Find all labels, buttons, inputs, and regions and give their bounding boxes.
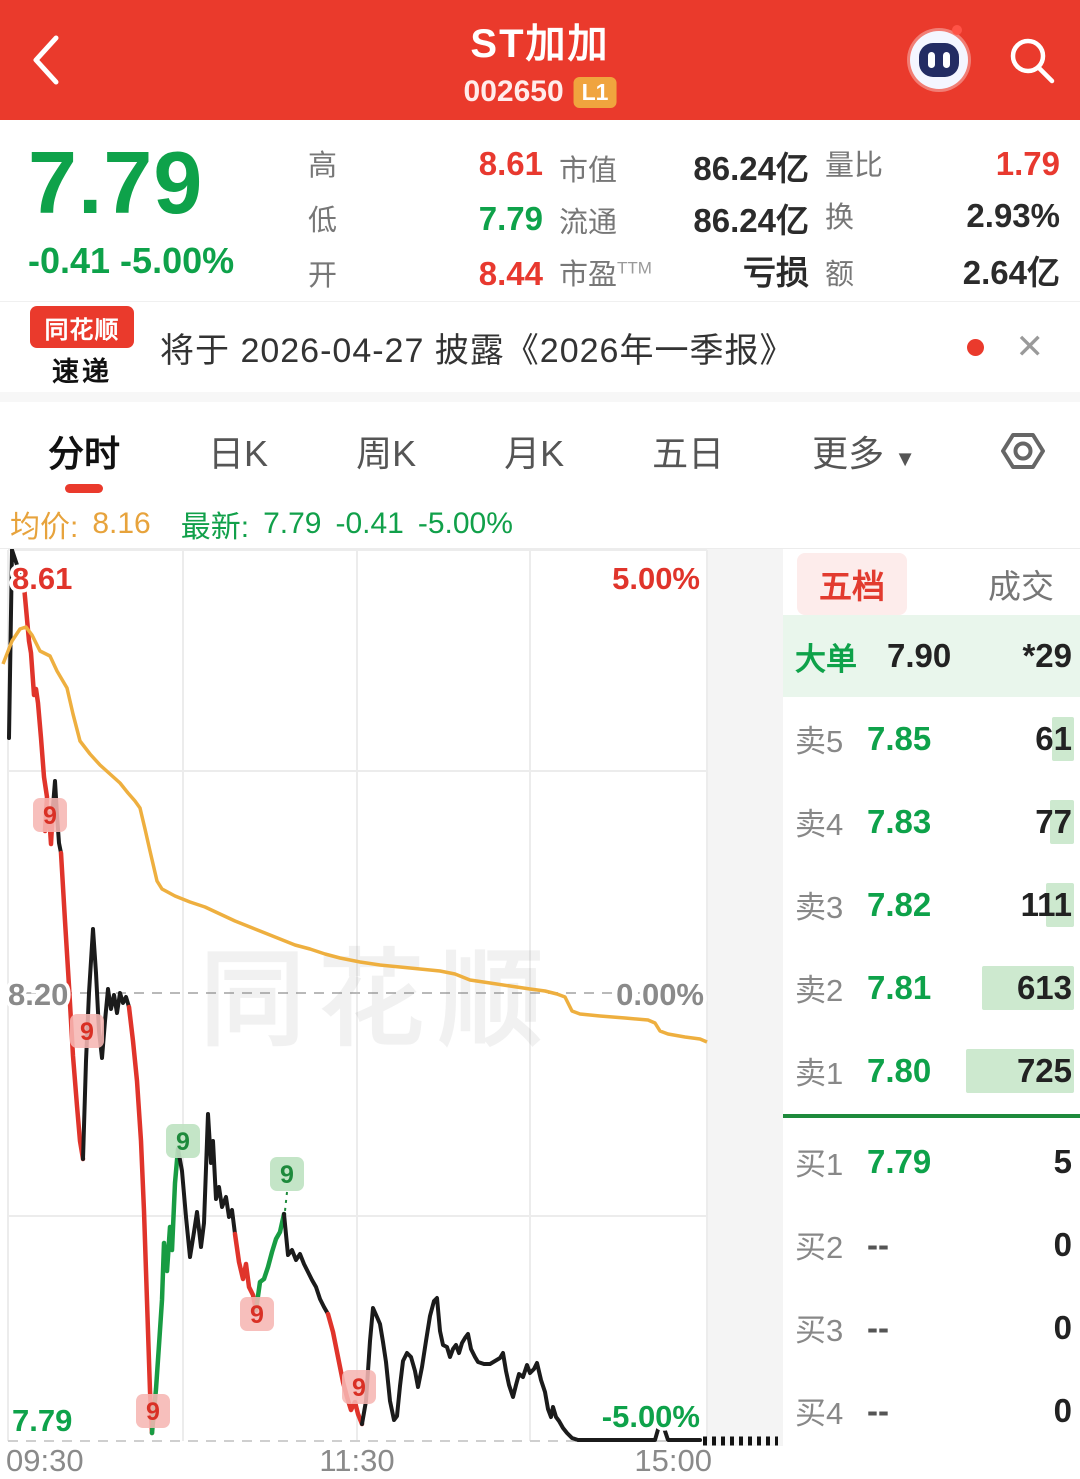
sell-row-2[interactable]: 卖2 7.81 613: [783, 946, 1080, 1029]
tab-minute[interactable]: 分时: [44, 411, 124, 491]
stat-label: 市盈TTM: [559, 258, 652, 291]
avg-price-value: 8.16: [92, 507, 151, 540]
buy-row-1[interactable]: 买1 7.79 5: [795, 1142, 1072, 1183]
order-panel-tab-trades[interactable]: 成交: [988, 568, 1054, 605]
app-header: ST加加 002650 L1: [0, 0, 1080, 120]
settings-gear-icon[interactable]: [1000, 428, 1046, 474]
back-chevron-icon: [33, 35, 59, 85]
stat-value-volratio: 1.79: [995, 145, 1060, 182]
svg-text:9: 9: [176, 1128, 190, 1156]
y-label-low: 7.79: [12, 1403, 72, 1438]
svg-text:9: 9: [43, 802, 57, 830]
stat-label: 流通: [559, 207, 618, 239]
last-price-value: 7.79: [263, 507, 322, 540]
back-button[interactable]: [0, 0, 90, 120]
x-tick-1130: 11:30: [319, 1443, 394, 1478]
sell-row-3[interactable]: 卖3 7.82 111: [783, 863, 1080, 946]
sell-row-5[interactable]: 卖5 7.85 61: [783, 697, 1080, 780]
x-tick-1500: 15:00: [634, 1443, 712, 1478]
sell-row-1[interactable]: 卖1 7.80 725: [783, 1029, 1080, 1112]
last-change-pct: -5.00%: [417, 507, 513, 540]
stat-label: 量比: [825, 150, 884, 182]
svg-text:9: 9: [280, 1161, 294, 1189]
chart-info-line: 均价: 8.16 最新: 7.79 -0.41 -5.00%: [0, 500, 1080, 548]
unread-dot: [966, 338, 984, 356]
svg-text:9: 9: [146, 1398, 160, 1426]
tab-daily-k[interactable]: 日K: [208, 433, 269, 474]
current-price: 7.79: [28, 133, 204, 232]
stat-label: 高: [308, 150, 338, 182]
chevron-down-icon: ▼: [894, 446, 916, 471]
ai-assistant-icon[interactable]: [910, 25, 968, 89]
minute-chart[interactable]: 同花顺 9 9 9 9 9 9 9 8.61 5.00% 8.20 0.00% 7.79 -…: [0, 549, 783, 1479]
stock-code: 002650: [463, 75, 564, 108]
news-banner[interactable]: 同花顺 速递 将于 2026-04-27 披露《2026年一季报》 ✕: [0, 302, 1080, 402]
depth-bar: [1050, 799, 1074, 844]
order-panel-tab-five[interactable]: 五档: [797, 553, 907, 615]
sell-row-4[interactable]: 卖4 7.83 77: [783, 780, 1080, 863]
stat-value-high: 8.61: [478, 145, 543, 182]
chart-section: 同花顺 9 9 9 9 9 9 9 8.61 5.00% 8.20 0.00% 7.79 -…: [0, 548, 1080, 1479]
quote-summary: 7.79 -0.41 -5.00% 高 8.61 低 7.79 开 8.44 市值 86…: [0, 120, 1080, 302]
stat-label: 低: [308, 205, 338, 237]
page-title: ST加加: [470, 22, 610, 66]
y-label-pct-zero: 0.00%: [616, 977, 704, 1012]
news-text: 将于 2026-04-27 披露《2026年一季报》: [160, 331, 795, 370]
stat-value-float: 86.24亿: [693, 202, 809, 239]
bid-ask-divider: [783, 1114, 1080, 1118]
stat-label: 换: [825, 202, 855, 234]
stat-value-amount: 2.64亿: [962, 254, 1060, 291]
ths-express-logo: 同花顺 速递: [30, 305, 134, 389]
stat-label: 额: [825, 259, 855, 291]
period-tab-bar: 分时 日K 周K 月K 五日 更多 ▼: [0, 402, 1080, 500]
stat-value-turnover: 2.93%: [966, 197, 1060, 234]
news-close-icon[interactable]: ✕: [1015, 328, 1045, 366]
tab-weekly-k[interactable]: 周K: [356, 433, 417, 474]
depth-bar: [1052, 716, 1074, 761]
stat-value-mktcap: 86.24亿: [693, 150, 809, 187]
market-level-badge: L1: [573, 76, 617, 108]
price-change: -0.41 -5.00%: [28, 240, 235, 281]
tab-more[interactable]: 更多 ▼: [812, 433, 916, 474]
stat-label: 开: [308, 260, 338, 292]
tab-monthly-k[interactable]: 月K: [504, 433, 565, 474]
buy-row-4[interactable]: 买4 -- 0: [795, 1391, 1072, 1432]
y-label-pct-low: -5.00%: [602, 1399, 700, 1434]
chart-panel-separator: [707, 549, 783, 1446]
y-label-prevclose: 8.20: [8, 977, 68, 1012]
y-label-pct-high: 5.00%: [612, 561, 700, 596]
big-order-row[interactable]: 大单 7.90 *29: [783, 615, 1080, 697]
stat-value-open: 8.44: [478, 255, 543, 292]
header-title-block: ST加加 002650 L1: [464, 11, 617, 109]
depth-bar: [982, 965, 1074, 1010]
order-book-panel: 五档 成交 大单 7.90 *29 卖5 7.85 61 卖4 7.83 77 …: [783, 549, 1080, 1479]
stat-label: 市值: [559, 155, 618, 187]
last-change-value: -0.41: [335, 507, 404, 540]
buy-row-2[interactable]: 买2 -- 0: [795, 1225, 1072, 1266]
y-label-high: 8.61: [12, 561, 72, 596]
tab-five-day[interactable]: 五日: [652, 433, 725, 474]
watermark: 同花顺: [200, 942, 557, 1059]
depth-bar: [966, 1048, 1074, 1093]
avg-price-label: 均价:: [10, 511, 79, 544]
stat-value-pe: 亏损: [743, 254, 809, 291]
last-price-label: 最新:: [180, 511, 250, 544]
x-tick-0930: 09:30: [6, 1443, 84, 1478]
svg-text:9: 9: [80, 1018, 94, 1046]
svg-text:9: 9: [250, 1301, 264, 1329]
search-icon[interactable]: [1006, 34, 1058, 86]
buy-row-3[interactable]: 买3 -- 0: [795, 1308, 1072, 1349]
svg-text:9: 9: [352, 1374, 366, 1402]
stat-value-low: 7.79: [478, 200, 543, 237]
depth-bar: [1046, 882, 1074, 927]
